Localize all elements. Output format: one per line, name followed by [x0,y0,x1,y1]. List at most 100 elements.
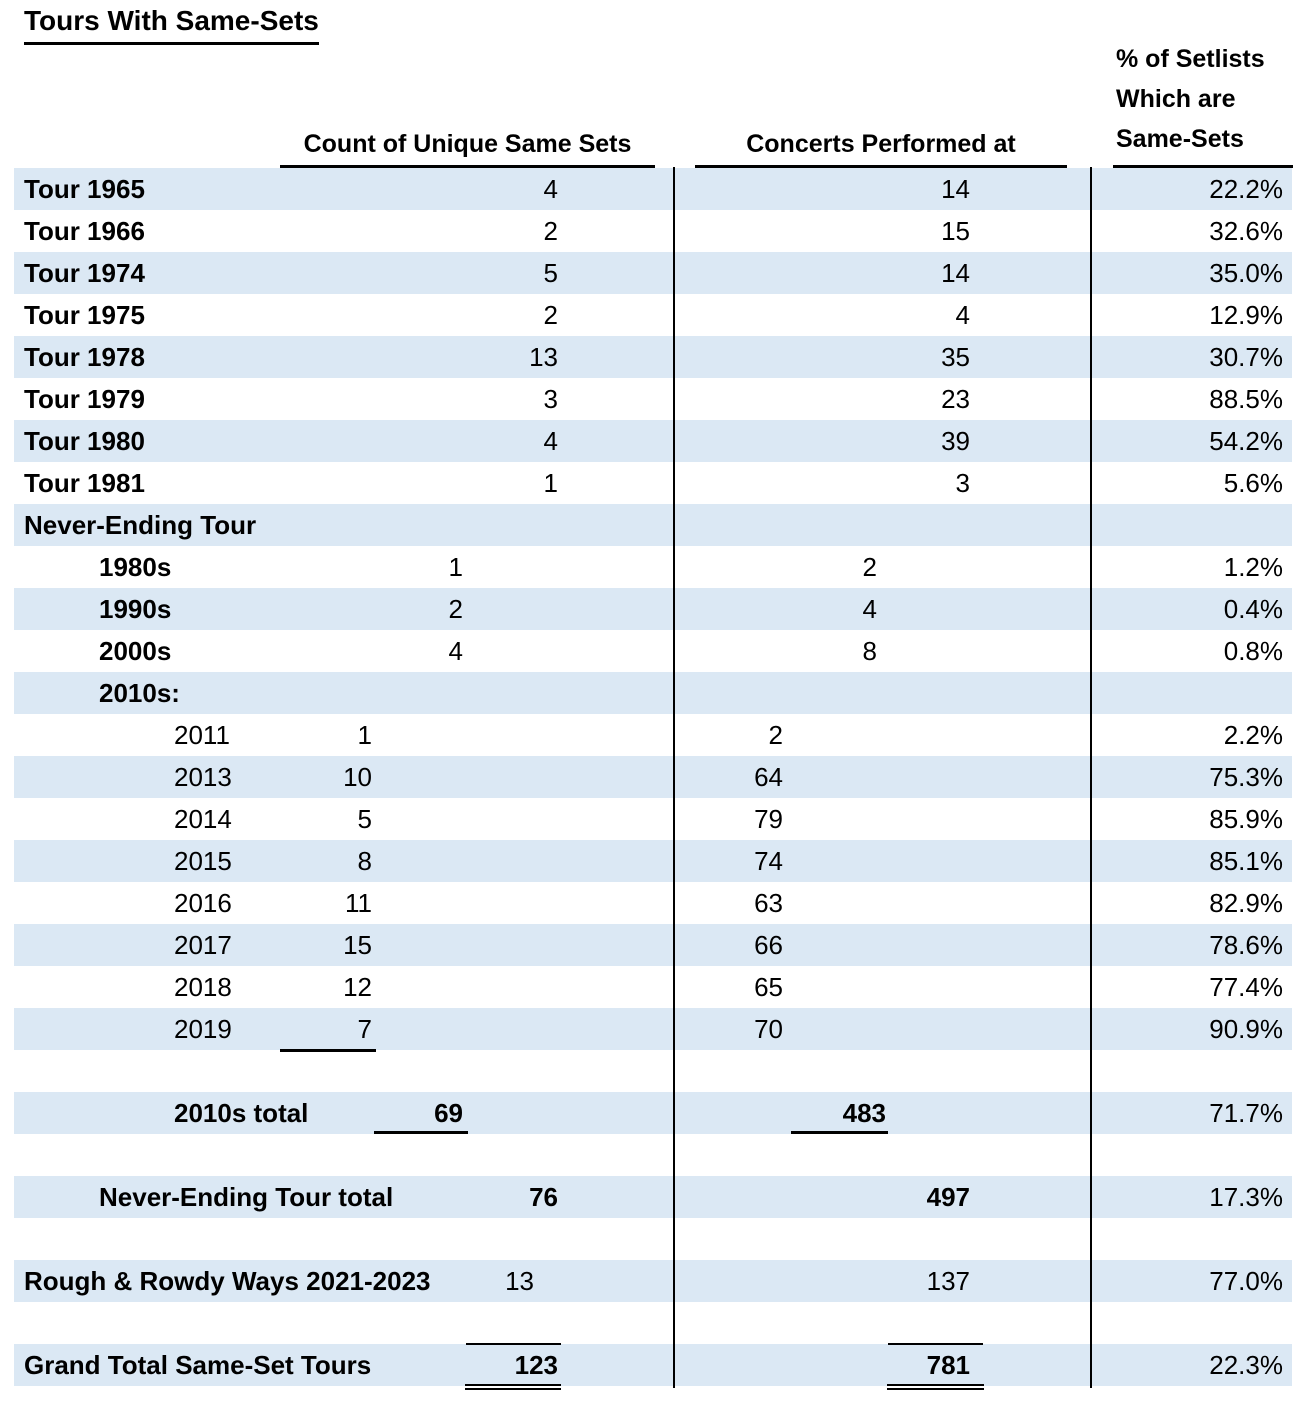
pct-cell[interactable]: 2.2% [1223,720,1283,750]
concerts-cell[interactable]: 23 [941,384,970,414]
pct-cell[interactable]: 30.7% [1209,342,1283,372]
concerts-cell[interactable]: 2 [768,720,783,750]
concerts-cell[interactable]: 2 [862,552,877,582]
concerts-cell[interactable]: 4 [955,300,970,330]
pct-cell[interactable]: 90.9% [1209,1014,1283,1044]
count-cell[interactable]: 123 [514,1350,558,1380]
pct-cell[interactable]: 0.8% [1223,636,1283,666]
concerts-cell[interactable]: 15 [941,216,970,246]
row-label[interactable]: 2018 [174,972,232,1002]
row-band [14,1176,1292,1218]
concerts-cell[interactable]: 66 [754,930,783,960]
pct-cell[interactable]: 22.2% [1209,174,1283,204]
concerts-cell[interactable]: 35 [941,342,970,372]
concerts-cell[interactable]: 3 [955,468,970,498]
pct-cell[interactable]: 35.0% [1209,258,1283,288]
concerts-cell[interactable]: 497 [926,1182,970,1212]
pct-cell[interactable]: 0.4% [1223,594,1283,624]
row-label[interactable]: Tour 1978 [24,342,145,372]
concerts-cell[interactable]: 65 [754,972,783,1002]
table-row: 2013 10 64 75.3% [0,756,1312,798]
row-label[interactable]: 2017 [174,930,232,960]
pct-cell[interactable]: 88.5% [1209,384,1283,414]
count-cell[interactable]: 4 [448,636,463,666]
concerts-cell[interactable]: 79 [754,804,783,834]
column-header-percent: % of Setlists Which are Same-Sets [1113,39,1293,168]
pct-cell[interactable]: 85.1% [1209,846,1283,876]
double-underline-grand-count-1 [465,1384,561,1386]
pct-cell[interactable]: 71.7% [1209,1098,1283,1128]
concerts-cell[interactable]: 63 [754,888,783,918]
count-cell[interactable]: 4 [543,426,558,456]
row-label[interactable]: 2011 [174,720,230,750]
concerts-cell[interactable]: 14 [941,174,970,204]
count-cell[interactable]: 8 [357,846,372,876]
count-cell[interactable]: 15 [343,930,372,960]
row-label[interactable]: Tour 1980 [24,426,145,456]
row-label[interactable]: 2016 [174,888,232,918]
table-row: 2018 12 65 77.4% [0,966,1312,1008]
concerts-cell[interactable]: 137 [926,1266,970,1296]
pct-cell[interactable]: 17.3% [1209,1182,1283,1212]
count-cell[interactable]: 1 [448,552,463,582]
count-cell[interactable]: 76 [529,1182,558,1212]
row-label[interactable]: 2010s total [174,1098,309,1128]
concerts-cell[interactable]: 70 [754,1014,783,1044]
row-label[interactable]: 1990s [99,594,172,624]
pct-cell[interactable]: 54.2% [1209,426,1283,456]
row-label[interactable]: 2010s: [99,678,180,708]
row-label[interactable]: Tour 1966 [24,216,145,246]
row-label[interactable]: Grand Total Same-Set Tours [24,1350,372,1380]
count-cell[interactable]: 12 [343,972,372,1002]
count-cell[interactable]: 13 [505,1266,534,1296]
count-cell[interactable]: 3 [543,384,558,414]
count-cell[interactable]: 7 [357,1014,372,1044]
count-cell[interactable]: 10 [343,762,372,792]
concerts-cell[interactable]: 781 [926,1350,970,1380]
count-cell[interactable]: 4 [543,174,558,204]
row-label[interactable]: 2019 [174,1014,232,1044]
pct-cell[interactable]: 78.6% [1209,930,1283,960]
pct-cell[interactable]: 1.2% [1223,552,1283,582]
row-label[interactable]: 2013 [174,762,232,792]
concerts-cell[interactable]: 64 [754,762,783,792]
count-cell[interactable]: 2 [543,300,558,330]
row-label[interactable]: Rough & Rowdy Ways 2021-2023 [24,1266,431,1296]
concerts-cell[interactable]: 4 [862,594,877,624]
concerts-cell[interactable]: 39 [941,426,970,456]
count-cell[interactable]: 1 [543,468,558,498]
pct-cell[interactable]: 12.9% [1209,300,1283,330]
concerts-cell[interactable]: 483 [842,1098,886,1128]
row-label[interactable]: 1980s [99,552,172,582]
pct-cell[interactable]: 75.3% [1209,762,1283,792]
row-label[interactable]: Never-Ending Tour total [99,1182,394,1212]
row-label[interactable]: Tour 1981 [24,468,145,498]
pct-cell[interactable]: 22.3% [1209,1350,1283,1380]
pct-cell[interactable]: 85.9% [1209,804,1283,834]
pct-cell[interactable]: 5.6% [1223,468,1283,498]
pct-cell[interactable]: 82.9% [1209,888,1283,918]
count-cell[interactable]: 5 [543,258,558,288]
column-header-percent-line2: Which are [1116,85,1236,113]
count-cell[interactable]: 69 [434,1098,463,1128]
concerts-cell[interactable]: 14 [941,258,970,288]
count-cell[interactable]: 11 [345,888,372,918]
count-cell[interactable]: 1 [357,720,372,750]
row-label[interactable]: Tour 1975 [24,300,145,330]
row-label[interactable]: Tour 1965 [24,174,145,204]
count-cell[interactable]: 2 [448,594,463,624]
row-label[interactable]: Never-Ending Tour [24,510,257,540]
count-cell[interactable]: 13 [529,342,558,372]
row-label[interactable]: 2000s [99,636,172,666]
concerts-cell[interactable]: 8 [862,636,877,666]
row-label[interactable]: 2014 [174,804,232,834]
count-cell[interactable]: 2 [543,216,558,246]
pct-cell[interactable]: 77.0% [1209,1266,1283,1296]
row-label[interactable]: 2015 [174,846,232,876]
row-label[interactable]: Tour 1979 [24,384,145,414]
pct-cell[interactable]: 32.6% [1209,216,1283,246]
count-cell[interactable]: 5 [357,804,372,834]
row-label[interactable]: Tour 1974 [24,258,145,288]
pct-cell[interactable]: 77.4% [1209,972,1283,1002]
concerts-cell[interactable]: 74 [754,846,783,876]
